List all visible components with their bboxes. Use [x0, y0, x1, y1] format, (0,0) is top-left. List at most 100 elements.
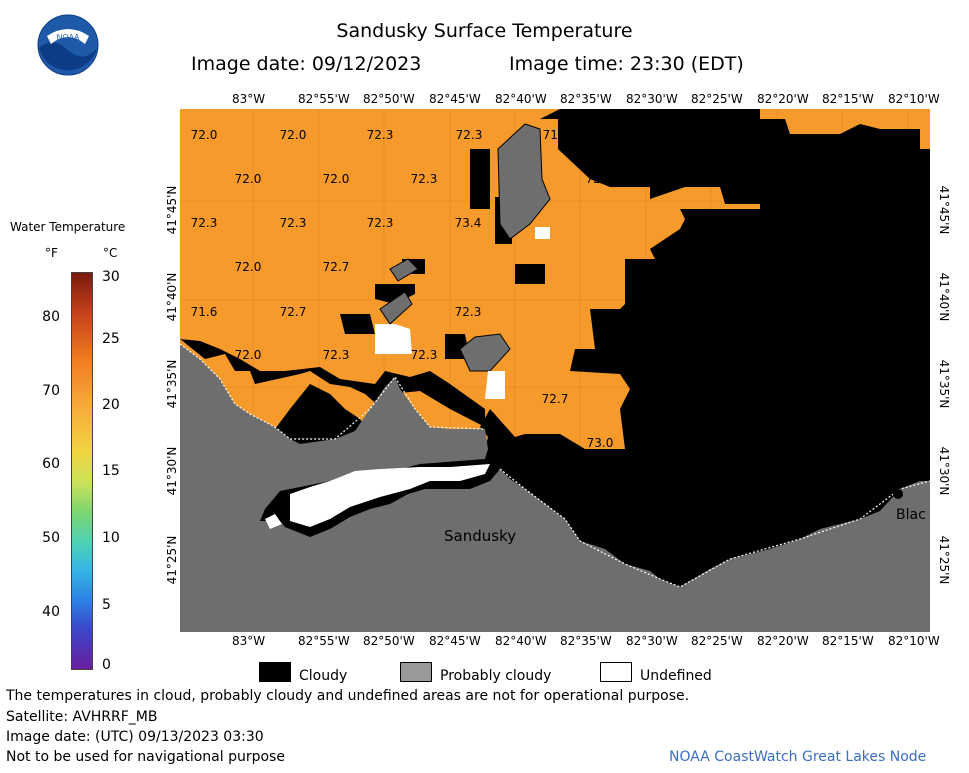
- longitude-label: 82°25'W: [691, 92, 743, 106]
- temperature-map: 72.0 72.0 72.3 72.3 71.6 72.7 72.0 71.6 72.0 72.0…: [179, 109, 931, 632]
- map-title: Sandusky Surface Temperature: [336, 20, 633, 42]
- longitude-label: 82°20'W: [757, 92, 809, 106]
- longitude-label: 82°35'W: [560, 92, 612, 106]
- footer-credit: NOAA CoastWatch Great Lakes Node: [669, 749, 927, 765]
- temperature-labels: 72.0 72.0 72.3 72.3 71.6 72.7 72.0 71.6 72.0 72.0…: [191, 128, 921, 450]
- latitude-label: 41°40'N: [937, 272, 951, 322]
- longitude-label: 82°50'W: [363, 92, 415, 106]
- place-label-blac: Blac: [896, 507, 926, 523]
- temperature-label: 72.3: [411, 172, 438, 186]
- temperature-label: 72.3: [280, 216, 307, 230]
- temperature-label: 72.3: [455, 305, 482, 319]
- temperature-label: 72.7: [542, 392, 569, 406]
- temperature-label: 72.0: [763, 172, 790, 186]
- noaa-logo-icon: NOAA: [37, 14, 99, 76]
- legend-probably-cloudy-label: Probably cloudy: [440, 668, 552, 684]
- longitude-label: 83°W: [232, 92, 266, 106]
- cloudy-region: [180, 109, 930, 632]
- temperature-label: 71.6: [894, 128, 921, 142]
- longitude-label: 82°10'W: [888, 92, 940, 106]
- probably-cloudy-region: [180, 344, 930, 632]
- temperature-label: 72.3: [191, 216, 218, 230]
- legend-cloudy-swatch: [259, 662, 291, 682]
- image-date: Image date: 09/12/2023: [191, 53, 422, 75]
- undefined-region: [265, 227, 550, 529]
- longitude-label: 82°40'W: [495, 92, 547, 106]
- temperature-label: 72.3: [586, 172, 613, 186]
- legend-undefined-label: Undefined: [640, 668, 712, 684]
- colorbar-title: Water Temperature: [10, 220, 126, 234]
- latitude-label: 41°35'N: [165, 359, 179, 409]
- unit-celsius: °C: [103, 246, 118, 260]
- longitude-label: 82°50'W: [363, 634, 415, 648]
- temperature-label: 72.0: [280, 128, 307, 142]
- temperature-label: 73.4: [455, 216, 482, 230]
- colorbar-c-tick: 10: [102, 530, 120, 546]
- temperature-label: 72.0: [235, 172, 262, 186]
- colorbar-f-tick: 60: [42, 456, 60, 472]
- longitude-label: 83°W: [232, 634, 266, 648]
- image-time: Image time: 23:30 (EDT): [509, 53, 744, 75]
- longitude-label: 82°45'W: [429, 634, 481, 648]
- temperature-label: 72.7: [630, 128, 657, 142]
- longitude-label: 82°55'W: [298, 634, 350, 648]
- colorbar-c-tick: 25: [102, 331, 120, 347]
- probably-cloudy-blob: [379, 291, 413, 325]
- place-label-sandusky: Sandusky: [444, 527, 516, 545]
- colorbar-c-tick: 15: [102, 463, 120, 479]
- temperature-label: 72.3: [456, 128, 483, 142]
- longitude-label: 82°45'W: [429, 92, 481, 106]
- colorbar-f-tick: 70: [42, 383, 60, 399]
- temperature-label: 72.3: [411, 348, 438, 362]
- footer-nav-warning: Not to be used for navigational purpose: [6, 749, 285, 765]
- temperature-label: 72.7: [323, 260, 350, 274]
- longitude-label: 82°40'W: [495, 634, 547, 648]
- latitude-label: 41°35'N: [937, 359, 951, 409]
- shoreline: [179, 343, 931, 588]
- longitude-label: 82°20'W: [757, 634, 809, 648]
- temperature-label: 72.0: [675, 260, 702, 274]
- latitude-label: 41°25'N: [165, 535, 179, 585]
- temperature-label: 72.0: [718, 128, 745, 142]
- temperature-label: 72.3: [367, 128, 394, 142]
- longitude-label: 82°30'W: [626, 634, 678, 648]
- longitude-label: 82°25'W: [691, 634, 743, 648]
- temperature-label: 72.0: [323, 172, 350, 186]
- temperature-label: 72.3: [718, 216, 745, 230]
- latitude-label: 41°25'N: [937, 535, 951, 585]
- longitude-label: 82°15'W: [822, 634, 874, 648]
- longitude-label: 82°10'W: [888, 634, 940, 648]
- probably-cloudy-blob: [389, 258, 419, 282]
- colorbar-f-tick: 50: [42, 530, 60, 546]
- latitude-label: 41°45'N: [937, 185, 951, 235]
- legend-undefined-swatch: [600, 662, 632, 682]
- temperature-label: 72.0: [235, 260, 262, 274]
- temperature-label: 71.6: [191, 305, 218, 319]
- legend-probably-cloudy-swatch: [400, 662, 432, 682]
- colorbar-c-tick: 20: [102, 397, 120, 413]
- temperature-label: 73.0: [587, 436, 614, 450]
- svg-text:NOAA: NOAA: [57, 33, 80, 42]
- latitude-label: 41°40'N: [165, 272, 179, 322]
- legend-cloudy-label: Cloudy: [299, 668, 348, 684]
- colorbar-c-tick: 30: [102, 269, 120, 285]
- temperature-label: 72.3: [323, 348, 350, 362]
- longitude-label: 82°55'W: [298, 92, 350, 106]
- probably-cloudy-blob: [497, 123, 551, 240]
- colorbar-f-tick: 40: [42, 604, 60, 620]
- latitude-label: 41°45'N: [165, 185, 179, 235]
- temperature-label: 72.7: [280, 305, 307, 319]
- latitude-label: 41°30'N: [165, 446, 179, 496]
- temperature-label: 72.3: [367, 216, 394, 230]
- colorbar-c-tick: 0: [102, 657, 111, 673]
- colorbar-c-tick: 5: [102, 597, 111, 613]
- temperature-label: 72.7: [807, 216, 834, 230]
- footer-satellite: Satellite: AVHRRF_MB: [6, 709, 158, 725]
- colorbar-f-tick: 80: [42, 309, 60, 325]
- longitude-label: 82°30'W: [626, 92, 678, 106]
- temperature-label: 72.0: [191, 128, 218, 142]
- map-canvas: 72.0 72.0 72.3 72.3 71.6 72.7 72.0 71.6 72.0 72.0…: [179, 109, 931, 632]
- blac-dot: [893, 489, 903, 499]
- temperature-label: 72.0: [235, 348, 262, 362]
- probably-cloudy-blob: [459, 333, 511, 372]
